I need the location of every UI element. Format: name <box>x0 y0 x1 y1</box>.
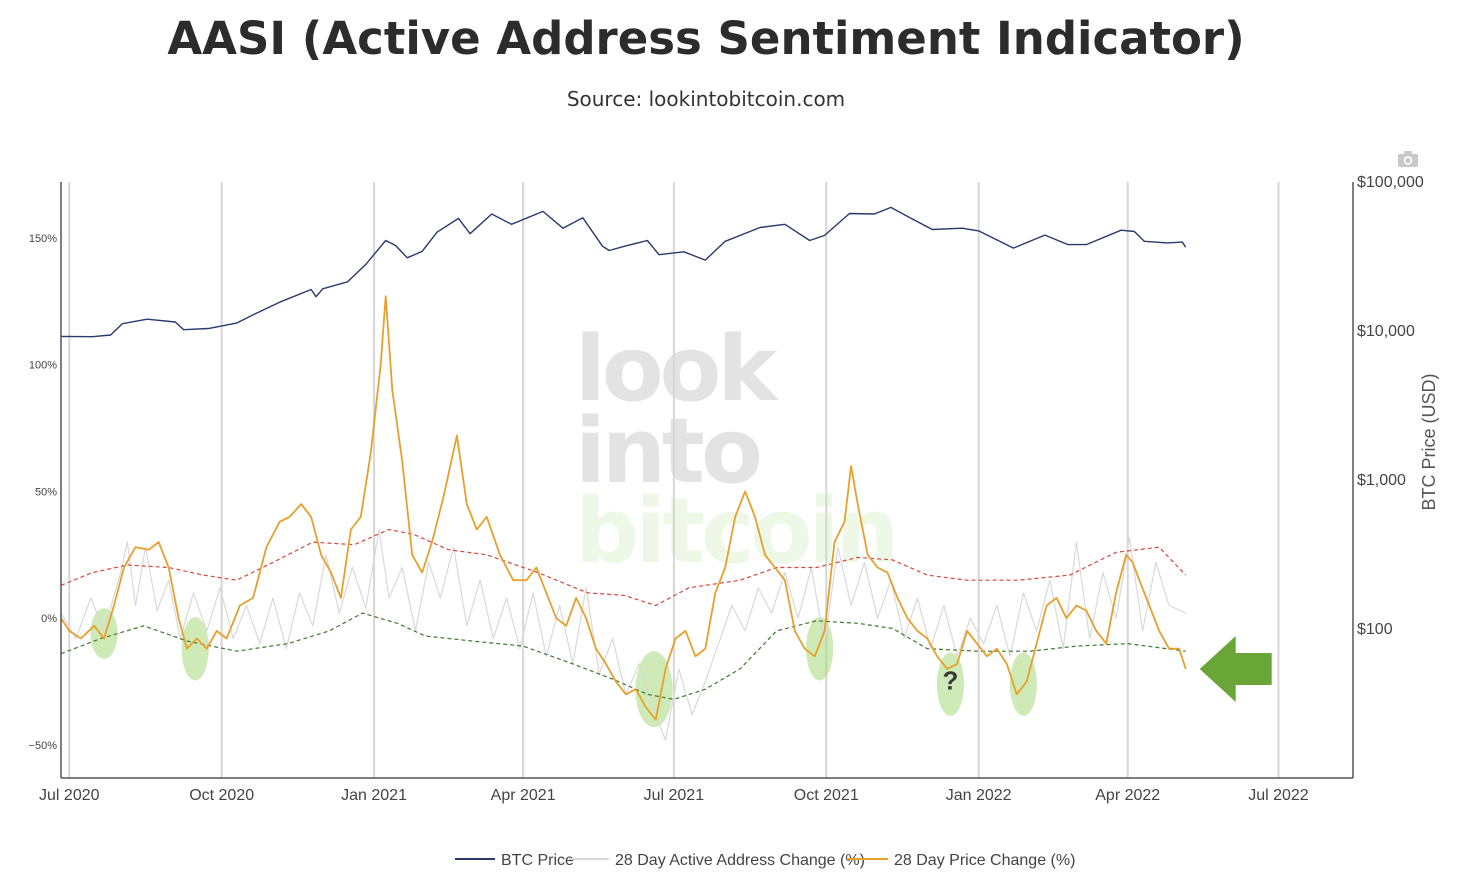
series-btc-price <box>60 206 1187 338</box>
highlight-ellipse <box>90 608 118 659</box>
x-tick-label: Jul 2022 <box>1248 787 1309 804</box>
axes: Jul 2020 Oct 2020 Jan 2021 Apr 2021 Jul 2021… <box>29 174 1439 804</box>
page-title: AASI (Active Address Sentiment Indicator… <box>167 12 1245 65</box>
y-right-tick-label: $100,000 <box>1357 174 1424 191</box>
lower-band-line <box>60 612 1186 700</box>
x-tick-label: Oct 2021 <box>794 787 859 804</box>
x-tick-label: Oct 2020 <box>189 787 254 804</box>
y-right-tick-label: $1,000 <box>1357 472 1406 489</box>
series-layer <box>60 206 1187 741</box>
highlight-ellipse <box>181 616 209 681</box>
y-right-tick-label: $10,000 <box>1357 323 1415 340</box>
legend-label: BTC Price <box>501 852 574 869</box>
watermark: lookintobitcoin <box>575 317 899 584</box>
highlight-ellipse <box>635 651 673 728</box>
highlight-ellipse <box>936 652 965 716</box>
watermark-into: into <box>575 399 759 504</box>
camera-icon[interactable] <box>1397 150 1419 168</box>
y-left-tick-label: 0% <box>41 613 57 625</box>
watermark-bitcoin: bitcoin <box>575 479 895 584</box>
y-right-tick-label: $100 <box>1357 621 1393 638</box>
x-tick-label: Jul 2021 <box>644 787 705 804</box>
y-left-tick-label: 100% <box>29 360 57 372</box>
legend-label: 28 Day Active Address Change (%) <box>615 852 865 869</box>
legend-label: 28 Day Price Change (%) <box>894 852 1075 869</box>
x-tick-label: Jul 2020 <box>39 787 100 804</box>
x-tick-label: Jan 2021 <box>341 787 407 804</box>
legend-item[interactable]: 28 Day Active Address Change (%) <box>569 852 865 869</box>
series-28-day-active-address-change <box>60 528 1186 741</box>
question-mark-annotation: ? <box>943 666 959 696</box>
x-tick-label: Apr 2021 <box>491 787 556 804</box>
y-right-axis-title: BTC Price (USD) <box>1419 373 1439 510</box>
y-left-tick-label: −50% <box>29 740 58 752</box>
highlight-ellipse <box>806 616 834 681</box>
y-left-tick-label: 50% <box>35 486 57 498</box>
x-tick-label: Apr 2022 <box>1095 787 1160 804</box>
legend-item[interactable]: BTC Price <box>455 852 574 869</box>
chart-subtitle: Source: lookintobitcoin.com <box>566 87 846 111</box>
series-28-day-price-change <box>60 295 1187 721</box>
legend[interactable]: BTC Price 28 Day Active Address Change (%… <box>455 852 1075 869</box>
watermark-look: look <box>575 317 780 422</box>
legend-item[interactable]: 28 Day Price Change (%) <box>848 852 1075 869</box>
y-left-tick-label: 150% <box>29 233 57 245</box>
left-arrow-icon <box>1199 635 1272 702</box>
grid <box>68 182 1280 778</box>
x-tick-label: Jan 2022 <box>946 787 1012 804</box>
annotations: ? <box>943 635 1272 702</box>
